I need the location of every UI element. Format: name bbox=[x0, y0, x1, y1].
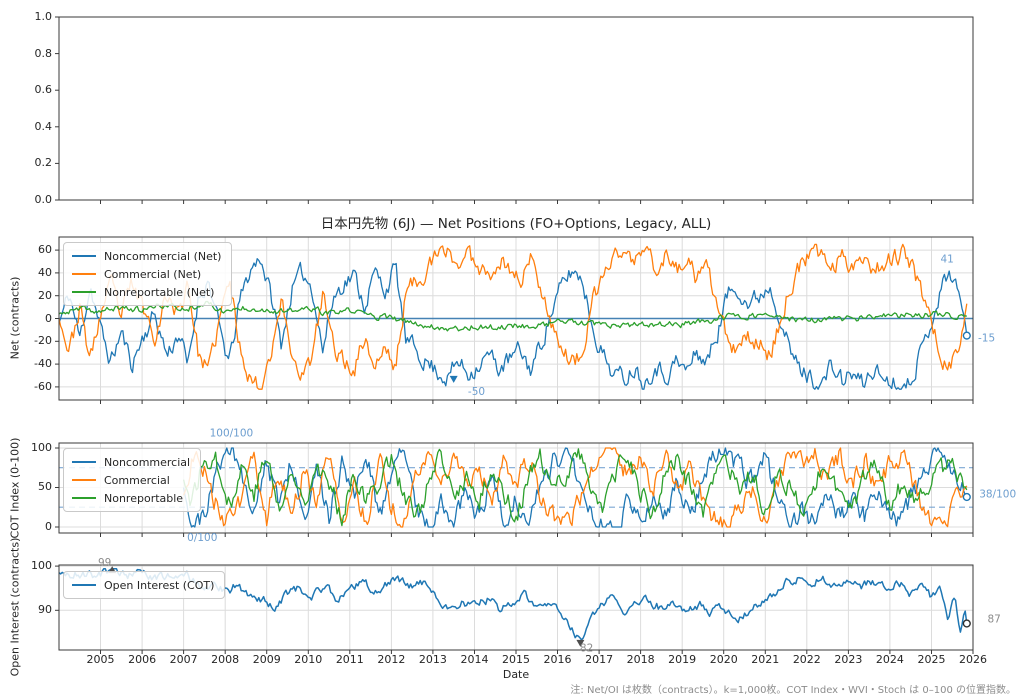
legend-label: Noncommercial bbox=[104, 455, 191, 469]
x-tick-label: 2009 bbox=[252, 653, 281, 666]
x-tick-label: 2008 bbox=[211, 653, 240, 666]
legend-line-swatch bbox=[72, 461, 96, 463]
legend-subplot-3: Open Interest (COT) bbox=[63, 571, 226, 599]
x-tick-label: 2021 bbox=[751, 653, 780, 666]
y-tick-label: 60 bbox=[38, 243, 52, 257]
x-tick-label: 2022 bbox=[792, 653, 821, 666]
y-tick-label: 20 bbox=[38, 288, 52, 302]
annotation-label: 0/100 bbox=[187, 532, 217, 544]
legend-line-swatch bbox=[72, 291, 96, 293]
y-tick-label: 40 bbox=[38, 265, 52, 279]
x-tick-label: 2007 bbox=[169, 653, 198, 666]
y-tick-label: -40 bbox=[34, 357, 52, 371]
legend-line-swatch bbox=[72, 479, 96, 481]
series-line-commercial-net bbox=[59, 243, 968, 390]
legend-label: Commercial (Net) bbox=[104, 267, 202, 281]
y-tick-label: 0.4 bbox=[34, 119, 53, 133]
legend-entry: Open Interest (COT) bbox=[72, 576, 214, 594]
annotation-label: 99 bbox=[98, 557, 111, 569]
x-tick-label: 2006 bbox=[128, 653, 157, 666]
annotation-label: 82 bbox=[580, 643, 593, 655]
annotation-label: 38/100 bbox=[979, 488, 1016, 500]
x-tick-label: 2019 bbox=[668, 653, 697, 666]
last-point-marker bbox=[962, 492, 971, 502]
x-tick-label: 2010 bbox=[294, 653, 323, 666]
y-tick-label: 0.8 bbox=[34, 46, 53, 60]
x-tick-label: 2020 bbox=[709, 653, 738, 666]
legend-label: Nonreportable bbox=[104, 491, 184, 505]
legend-entry: Noncommercial bbox=[72, 453, 190, 471]
axes-spine bbox=[58, 16, 974, 201]
subplot-0 bbox=[55, 16, 974, 204]
legend-entry: Commercial bbox=[72, 471, 190, 489]
y-tick-label: 0.0 bbox=[34, 193, 53, 206]
annotation-label: 41 bbox=[941, 254, 954, 266]
x-tick-label: 2018 bbox=[626, 653, 655, 666]
xlabel-date: Date bbox=[502, 668, 530, 681]
series-line-commercial-index bbox=[182, 447, 968, 528]
series-line-nonreportable-index bbox=[182, 448, 968, 527]
legend-label: Noncommercial (Net) bbox=[104, 249, 222, 263]
subplot-3: 99 82 87 bbox=[55, 557, 1001, 655]
trough-marker bbox=[449, 375, 458, 383]
x-tick-label: 2017 bbox=[585, 653, 614, 666]
y-tick-label: -20 bbox=[34, 334, 52, 348]
y-tick-label: 0 bbox=[45, 519, 52, 533]
legend-entry: Nonreportable bbox=[72, 489, 190, 507]
x-tick-label: 2011 bbox=[335, 653, 364, 666]
legend-label: Commercial bbox=[104, 473, 170, 487]
legend-subplot-1: Noncommercial (Net) Commercial (Net) Nonre… bbox=[63, 242, 233, 306]
x-tick-label: 2023 bbox=[834, 653, 863, 666]
y-tick-label: 0.2 bbox=[34, 156, 53, 170]
x-tick-label: 2024 bbox=[875, 653, 904, 666]
x-tick-label: 2026 bbox=[959, 653, 987, 666]
legend-entry: Noncommercial (Net) bbox=[72, 247, 221, 265]
last-point-marker bbox=[962, 331, 971, 340]
annotation-label: -50 bbox=[468, 386, 485, 398]
x-tick-label: 2013 bbox=[418, 653, 447, 666]
last-point-marker bbox=[962, 619, 971, 628]
legend-entry: Commercial (Net) bbox=[72, 265, 221, 283]
legend-subplot-2: Noncommercial Commercial Nonreportable bbox=[63, 448, 202, 512]
y-tick-label: -60 bbox=[34, 379, 52, 393]
x-tick-label: 2016 bbox=[543, 653, 572, 666]
annotation-label: 100/100 bbox=[210, 428, 254, 440]
y-tick-label: 0 bbox=[45, 311, 52, 325]
y-tick-label: 1.0 bbox=[34, 10, 53, 23]
series-line-noncommercial-index bbox=[182, 447, 968, 528]
legend-entry: Nonreportable (Net) bbox=[72, 283, 221, 301]
y-tick-label: 0.6 bbox=[34, 83, 53, 97]
x-tick-label: 2014 bbox=[460, 653, 489, 666]
x-tick-label: 2005 bbox=[86, 653, 115, 666]
y-tick-label: 100 bbox=[31, 440, 52, 454]
annotation-label: 87 bbox=[988, 614, 1001, 626]
annotation-label: -15 bbox=[978, 332, 995, 344]
footnote: 注: Net/OI は枚数（contracts）。k=1,000枚。COT In… bbox=[570, 685, 1016, 696]
x-tick-label: 2015 bbox=[502, 653, 530, 666]
trough-marker bbox=[576, 639, 585, 647]
legend-line-swatch bbox=[72, 273, 96, 275]
chart-title: 日本円先物 (6J) — Net Positions (FO+Options, … bbox=[320, 216, 712, 232]
y-tick-label: 100 bbox=[31, 559, 52, 573]
legend-line-swatch bbox=[72, 255, 96, 257]
y-tick-label: 90 bbox=[38, 603, 52, 617]
legend-label: Nonreportable (Net) bbox=[104, 285, 215, 299]
x-tick-label: 2025 bbox=[917, 653, 946, 666]
y-tick-label: 50 bbox=[38, 480, 52, 494]
x-tick-label: 2012 bbox=[377, 653, 406, 666]
legend-line-swatch bbox=[72, 497, 96, 499]
legend-label: Open Interest (COT) bbox=[104, 578, 215, 592]
legend-line-swatch bbox=[72, 584, 96, 586]
